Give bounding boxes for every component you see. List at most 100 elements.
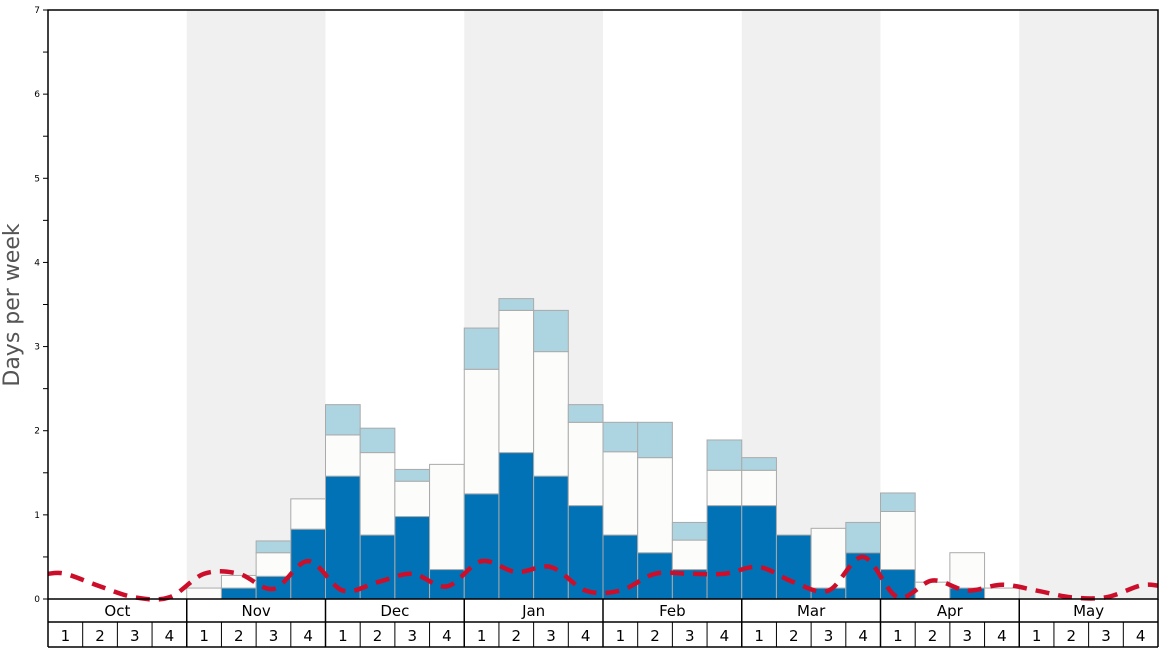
x-axis: Oct 1 2 3 4 Nov 1 2 3 4 Dec 1 2 3 4 Jan 1 2 3 4 Feb 1 2 3 4 Mar 1 2… bbox=[47, 598, 1159, 648]
bar-segment bbox=[394, 480, 431, 518]
y-tick-label: 5 bbox=[34, 174, 40, 184]
y-axis-label: Days per week bbox=[0, 223, 25, 386]
week-label: 1 bbox=[477, 627, 487, 645]
bar-segment bbox=[706, 439, 743, 471]
bar-segment bbox=[706, 469, 743, 507]
y-tick-label: 0 bbox=[34, 595, 40, 605]
bar-segment bbox=[394, 516, 431, 600]
month-label: Dec bbox=[380, 602, 409, 620]
week-label: 2 bbox=[512, 627, 522, 645]
bar-segment bbox=[533, 309, 569, 353]
bars bbox=[186, 298, 1020, 600]
month-label: Jan bbox=[521, 602, 545, 620]
week-label: 3 bbox=[824, 627, 834, 645]
bar-segment bbox=[984, 587, 1020, 600]
trend-line bbox=[47, 554, 1159, 602]
bar-segment bbox=[359, 452, 396, 536]
y-tick-label: 2 bbox=[34, 427, 40, 437]
bar-segment bbox=[741, 469, 777, 507]
week-label: 2 bbox=[1067, 627, 1077, 645]
week-label: 1 bbox=[893, 627, 903, 645]
week-label: 1 bbox=[754, 627, 764, 645]
week-label: 2 bbox=[650, 627, 660, 645]
week-label: 4 bbox=[303, 627, 313, 645]
bar-segment bbox=[220, 587, 257, 600]
bar-segment bbox=[498, 309, 535, 454]
week-label: 1 bbox=[616, 627, 626, 645]
bar-segment bbox=[325, 475, 361, 600]
week-label: 4 bbox=[165, 627, 175, 645]
week-label: 2 bbox=[95, 627, 105, 645]
y-tick-label: 3 bbox=[34, 343, 40, 353]
week-label: 1 bbox=[61, 627, 71, 645]
week-label: 3 bbox=[962, 627, 972, 645]
week-label: 3 bbox=[546, 627, 556, 645]
bar-segment bbox=[880, 492, 916, 512]
bar-segment bbox=[637, 421, 673, 459]
y-tick-label: 6 bbox=[34, 90, 40, 100]
month-band bbox=[1019, 10, 1158, 599]
bar-segment bbox=[463, 368, 500, 495]
week-label: 4 bbox=[858, 627, 868, 645]
bar-segment bbox=[325, 404, 361, 436]
week-label: 4 bbox=[720, 627, 730, 645]
week-label: 4 bbox=[442, 627, 452, 645]
bar-segment bbox=[637, 457, 673, 554]
bar-segment bbox=[602, 534, 639, 600]
week-label: 2 bbox=[373, 627, 383, 645]
month-label: Apr bbox=[937, 602, 964, 620]
week-label: 4 bbox=[581, 627, 591, 645]
week-label: 2 bbox=[789, 627, 799, 645]
bar-segment bbox=[186, 587, 222, 600]
week-label: 4 bbox=[997, 627, 1007, 645]
bar-segment bbox=[429, 463, 465, 571]
bar-segment bbox=[602, 421, 639, 453]
bar-segment bbox=[290, 528, 326, 600]
bar-segment bbox=[533, 351, 569, 477]
bar-segment bbox=[914, 581, 951, 600]
bar-segment bbox=[741, 505, 777, 600]
bar-segment bbox=[671, 539, 708, 571]
month-label: Oct bbox=[104, 602, 130, 620]
month-label: May bbox=[1073, 602, 1104, 620]
bar-segment bbox=[394, 468, 431, 482]
y-tick-label: 1 bbox=[34, 511, 40, 521]
week-label: 3 bbox=[1101, 627, 1111, 645]
bar-segment bbox=[845, 552, 881, 600]
dashed-line bbox=[47, 554, 1159, 602]
bar-segment bbox=[463, 493, 500, 600]
week-label: 1 bbox=[1032, 627, 1042, 645]
bar-segment bbox=[671, 521, 708, 541]
bar-segment bbox=[325, 434, 361, 477]
week-label: 2 bbox=[234, 627, 244, 645]
bar-segment bbox=[567, 404, 604, 423]
bar-segment bbox=[359, 534, 396, 600]
bar-segment bbox=[880, 510, 916, 571]
month-label: Feb bbox=[659, 602, 686, 620]
bar-segment bbox=[359, 427, 396, 454]
bar-segment bbox=[706, 505, 743, 600]
month-label: Nov bbox=[241, 602, 270, 620]
week-label: 3 bbox=[269, 627, 279, 645]
bar-segment bbox=[533, 475, 569, 600]
bar-segment bbox=[810, 527, 847, 589]
bar-segment bbox=[463, 327, 500, 370]
month-label: Mar bbox=[797, 602, 826, 620]
y-tick-label: 7 bbox=[34, 6, 40, 16]
bar-segment bbox=[498, 298, 535, 311]
y-axis: 0 1 2 3 4 5 6 7 bbox=[34, 6, 48, 605]
bar-segment bbox=[949, 552, 986, 589]
week-label: 3 bbox=[685, 627, 695, 645]
y-tick-label: 4 bbox=[34, 258, 40, 268]
bar-segment bbox=[255, 540, 292, 554]
bar-segment bbox=[255, 552, 292, 577]
bar-segment bbox=[567, 421, 604, 507]
week-label: 4 bbox=[1136, 627, 1146, 645]
week-label: 3 bbox=[407, 627, 417, 645]
bar-segment bbox=[498, 452, 535, 600]
bar-segment bbox=[845, 521, 881, 554]
week-label: 2 bbox=[928, 627, 938, 645]
week-label: 3 bbox=[130, 627, 140, 645]
